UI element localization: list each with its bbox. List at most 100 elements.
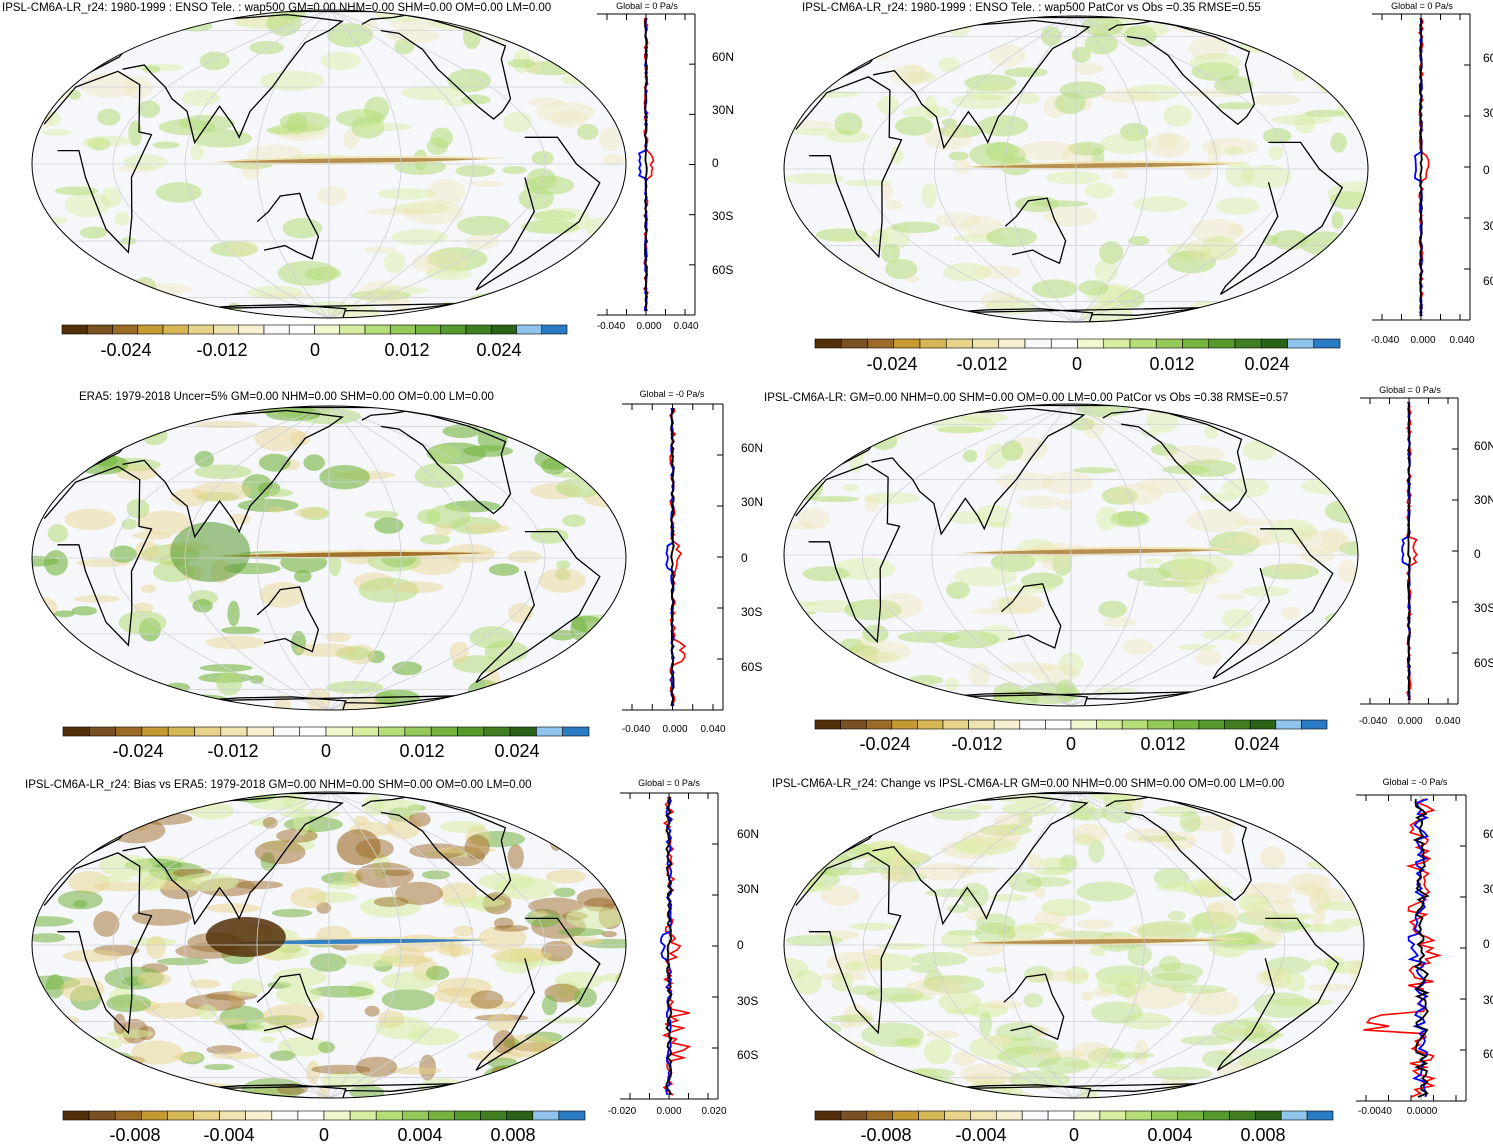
field-patch [266, 10, 302, 36]
field-patch [1251, 93, 1300, 107]
field-patch [1133, 196, 1188, 213]
field-patch [146, 935, 166, 959]
field-patch [366, 207, 429, 216]
field-patch [545, 869, 586, 884]
field-patch [260, 1036, 276, 1043]
field-patch [998, 597, 1015, 610]
profile-title: Global = -0 Pa/s [1382, 777, 1448, 787]
profile-title: Global = 0 Pa/s [616, 1, 678, 11]
field-patch [1020, 682, 1081, 705]
profile-line-black [665, 796, 673, 1096]
field-patch [574, 987, 597, 1008]
field-patch [317, 185, 347, 206]
coastline-africa [795, 76, 903, 259]
field-patch [1038, 857, 1077, 870]
panel-title: IPSL-CM6A-LR_r24: 1980-1999 : ENSO Tele.… [2, 2, 552, 14]
lat-label-eq: 0 [737, 938, 744, 952]
field-patch [409, 812, 431, 827]
field-patch [845, 843, 902, 856]
field-patch [798, 507, 831, 530]
field-patch [291, 630, 307, 656]
field-patch [1222, 1027, 1271, 1036]
field-patch [425, 965, 450, 981]
field-patch [1028, 1049, 1085, 1059]
lat-label-30n: 30N [1483, 882, 1493, 896]
field-patch [1268, 519, 1317, 544]
field-patch [1107, 483, 1163, 506]
field-patch [924, 970, 945, 991]
profile-xtick: 0.0000 [1406, 1106, 1438, 1117]
field-patch [825, 130, 871, 143]
field-patch [211, 1051, 260, 1060]
field-patch [136, 971, 171, 987]
field-patch [1307, 983, 1353, 992]
field-patch [1220, 829, 1235, 855]
field-patch [1253, 926, 1283, 946]
field-patch [1234, 527, 1274, 548]
warm-pool-field [170, 522, 251, 582]
field-patch [1271, 114, 1332, 126]
field-patch [306, 687, 331, 710]
field-patch [905, 979, 963, 996]
field-patch [1095, 506, 1118, 531]
field-patch [1188, 36, 1230, 61]
field-patch [1087, 1047, 1126, 1065]
lat-label-60n: 60N [1483, 827, 1493, 841]
profile-line-black [644, 17, 648, 312]
lat-label-60s: 60S [1483, 274, 1493, 288]
field-patch [973, 265, 1023, 279]
field-patch [189, 979, 221, 989]
lat-label-30s: 30S [1483, 993, 1493, 1007]
field-patch [293, 809, 310, 836]
field-patch [1123, 828, 1178, 844]
field-patch [226, 239, 258, 257]
field-patch [1085, 182, 1115, 199]
field-patch [494, 877, 557, 900]
field-patch [902, 105, 951, 119]
graticule-meridian [1075, 16, 1148, 322]
field-patch [351, 116, 385, 139]
colorbar-swatch [995, 1110, 1023, 1121]
field-patch [887, 993, 934, 1002]
graticule-meridian [328, 792, 546, 1098]
profile-line-black [670, 407, 675, 707]
field-patch [881, 243, 901, 264]
field-patch [960, 1063, 1020, 1085]
profile-line-red [669, 407, 687, 707]
field-patch [968, 662, 991, 687]
robinson-map [783, 403, 1359, 707]
field-patch [894, 1037, 921, 1047]
colorbar-label: 0 [309, 340, 321, 360]
field-patch [68, 870, 111, 894]
field-patch [964, 74, 1017, 92]
field-patch [946, 581, 970, 600]
zonal-profile-plot [1372, 13, 1471, 321]
field-patch [937, 426, 984, 434]
field-patch [1231, 518, 1287, 526]
lat-label-30s: 30S [737, 994, 759, 1008]
lat-label-60n: 60N [712, 50, 735, 64]
field-patch [960, 412, 1008, 423]
field-patch [358, 577, 419, 603]
field-patch [45, 974, 65, 999]
field-patch [465, 233, 500, 250]
field-patch [57, 890, 103, 910]
profile-line-blue [1407, 798, 1430, 1098]
profile-xtick: 0.000 [662, 724, 688, 735]
field-patch [601, 931, 617, 938]
field-patch [862, 624, 889, 643]
field-patch [925, 976, 975, 985]
field-patch [1294, 882, 1324, 896]
field-patch [437, 945, 472, 957]
field-patch [538, 568, 586, 593]
colorbar [814, 719, 1328, 730]
field-patch [556, 560, 571, 570]
field-patch [502, 165, 527, 175]
profile-xtick: 0.000 [636, 321, 662, 332]
field-patch [988, 1035, 1012, 1046]
profile-xtick: 0.040 [1449, 335, 1475, 346]
field-patch [507, 58, 536, 68]
field-patch [893, 853, 930, 862]
zonal-profile-plot [597, 13, 696, 316]
graticule-meridian [1070, 404, 1141, 706]
